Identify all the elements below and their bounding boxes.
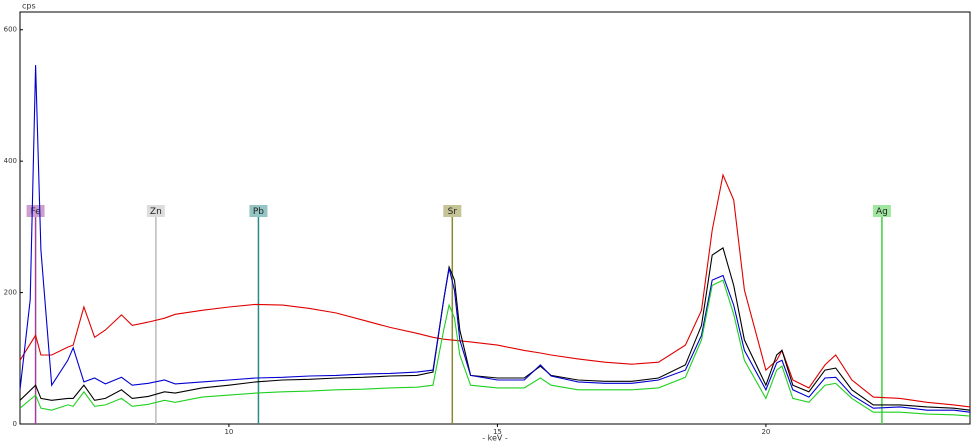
element-tag [872, 205, 891, 217]
element-label: Pb [253, 207, 264, 217]
element-tag [443, 205, 462, 217]
x-tick-label: 20 [761, 428, 770, 436]
spectrum-line [19, 173, 971, 408]
plot-frame [19, 11, 971, 425]
y-tick-label: 600 [4, 26, 17, 34]
spectrum-line [19, 247, 971, 411]
y-tick-label: 400 [4, 157, 17, 165]
element-tag [249, 205, 268, 217]
element-label: Ag [876, 207, 888, 217]
spectrum-line [19, 65, 971, 413]
y-tick-label: 0 [13, 420, 17, 428]
x-tick-label: 10 [224, 428, 233, 436]
x-tick-label: 15 [493, 428, 502, 436]
element-label: Zn [150, 207, 162, 217]
x-axis-label: - keV - [482, 434, 508, 443]
y-tick-label: 200 [4, 289, 17, 297]
element-label: Sr [448, 207, 458, 217]
element-tag [146, 205, 165, 217]
y-axis-label: cps [22, 2, 36, 11]
element-label: Fe [30, 207, 41, 217]
spectrum-line [19, 279, 971, 417]
